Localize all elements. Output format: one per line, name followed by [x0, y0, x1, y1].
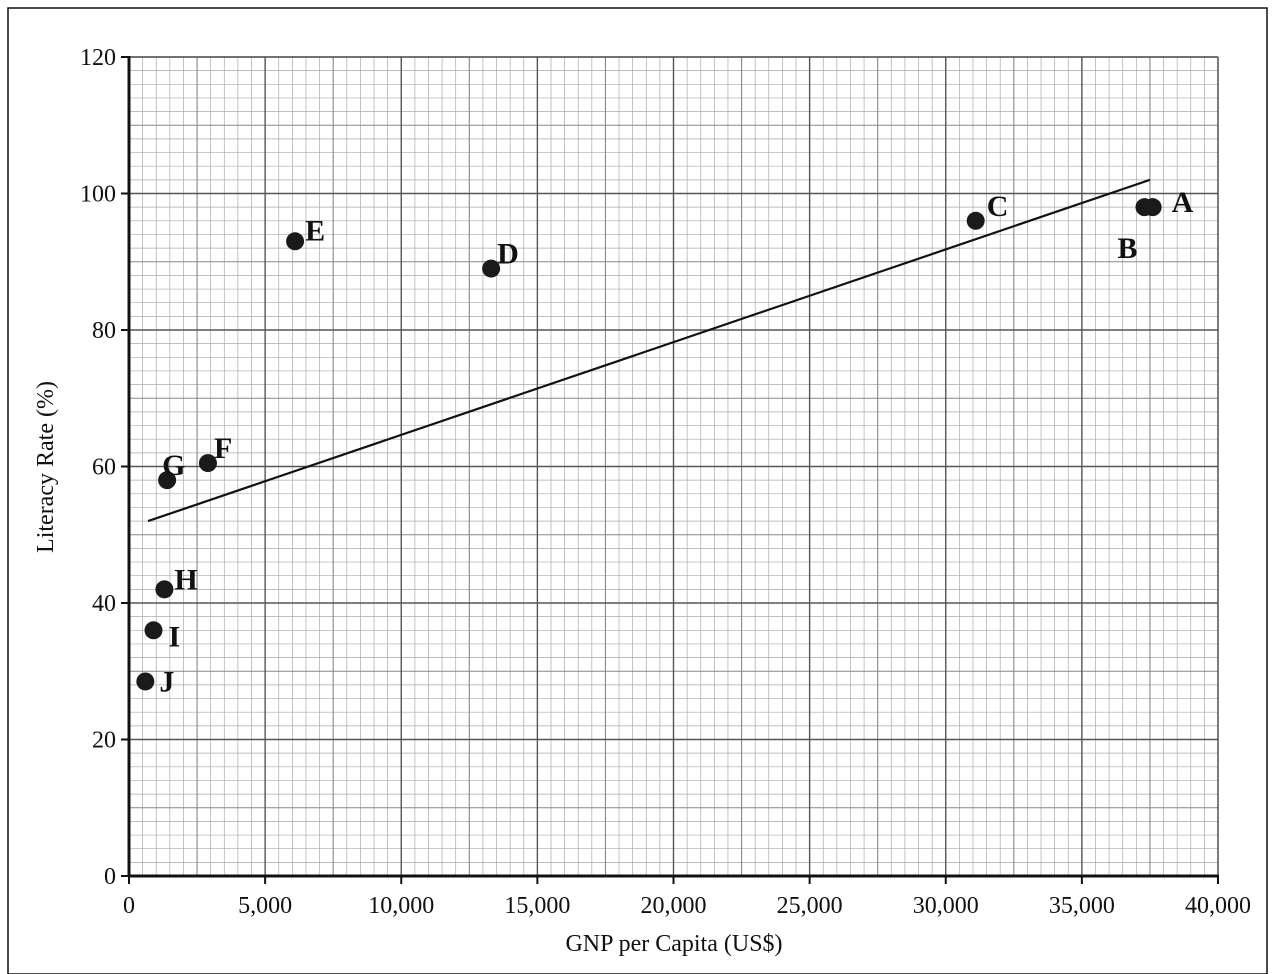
y-tick-label: 20 — [92, 728, 116, 754]
data-point-i — [144, 621, 163, 640]
x-tick-label: 15,000 — [504, 893, 570, 919]
major-gridlines — [129, 57, 1218, 876]
x-tick-label: 10,000 — [368, 893, 434, 919]
point-label-d: D — [497, 238, 519, 271]
point-label-h: H — [174, 563, 197, 596]
y-tick-label: 60 — [92, 455, 116, 481]
point-label-j: J — [159, 665, 174, 698]
y-tick-label: 0 — [104, 864, 116, 890]
data-point-d — [482, 259, 501, 278]
point-label-b: B — [1117, 232, 1137, 265]
data-point-c — [966, 211, 985, 230]
data-point-f — [198, 454, 217, 473]
x-tick-label: 40,000 — [1185, 893, 1251, 919]
x-axis-title: GNP per Capita (US$) — [565, 931, 782, 957]
y-tick-label: 80 — [92, 318, 116, 344]
point-label-i: I — [169, 620, 181, 653]
point-label-a: A — [1172, 186, 1194, 219]
y-tick-labels: 0 20 40 60 80 100 120 — [80, 45, 116, 890]
x-tick-label: 30,000 — [913, 893, 979, 919]
y-tick-label: 100 — [80, 182, 116, 208]
point-label-g: G — [162, 449, 185, 482]
plot-border — [129, 56, 1219, 876]
trend-line-group — [147, 178, 1151, 523]
y-tick-label: 120 — [80, 45, 116, 71]
x-tick-label: 20,000 — [641, 893, 707, 919]
y-tick-label: 40 — [92, 591, 116, 617]
x-tick-label: 35,000 — [1049, 893, 1115, 919]
data-point-e — [286, 232, 305, 251]
data-point-j — [136, 672, 155, 691]
point-label-c: C — [987, 190, 1009, 223]
trend-line — [147, 178, 1151, 523]
point-label-e: E — [305, 214, 325, 247]
x-tick-label: 0 — [123, 893, 135, 919]
outer-border — [7, 7, 1268, 974]
data-point-h — [155, 580, 174, 599]
x-tick-label: 25,000 — [777, 893, 843, 919]
x-tick-labels: 0 5,000 10,000 15,000 20,000 25,000 30,000 35,0… — [123, 893, 1251, 919]
point-label-f: F — [214, 432, 232, 465]
axis-ticks — [121, 56, 1219, 884]
point-labels: A B C D E FG HIJ — [159, 186, 1193, 698]
x-tick-label: 5,000 — [238, 893, 292, 919]
data-point-g — [158, 471, 177, 490]
data-points — [136, 198, 1162, 691]
y-axis-title: Literacy Rate (%) — [33, 381, 59, 553]
data-point-b — [1135, 198, 1154, 217]
